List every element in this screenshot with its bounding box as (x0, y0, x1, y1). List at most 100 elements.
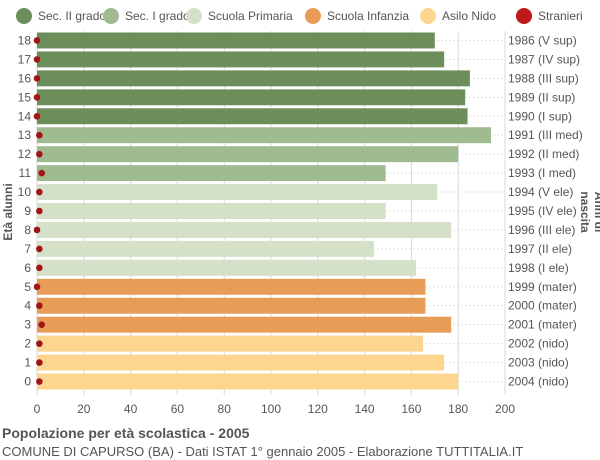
x-tick-label: 200 (495, 402, 515, 416)
bar (37, 70, 470, 87)
bar (37, 221, 452, 238)
stranieri-marker (33, 112, 41, 120)
y-tick-label: 18 (18, 33, 32, 47)
bar (37, 259, 417, 276)
y-tick-label: 14 (18, 109, 32, 123)
bar (37, 203, 386, 219)
y2-tick-label: 2001 (mater) (508, 318, 577, 332)
stranieri-marker (33, 283, 41, 291)
stranieri-marker (36, 359, 43, 366)
stranieri-marker (33, 37, 41, 44)
legend-swatch (16, 8, 32, 24)
legend-label: Scuola Primaria (208, 9, 293, 23)
x-tick-label: 160 (401, 402, 421, 416)
stranieri-marker (36, 264, 43, 272)
y-tick-label: 8 (24, 223, 31, 237)
legend: Sec. II grado Sec. I grado Scuola Primaria… (0, 0, 600, 30)
y2-tick-label: 1987 (IV sup) (508, 52, 580, 66)
y-axis-label: Età alunni (1, 183, 15, 241)
legend-label: Stranieri (538, 9, 583, 23)
stranieri-marker (36, 340, 43, 347)
stranieri-marker (33, 56, 41, 63)
y-tick-label: 2 (24, 337, 31, 351)
legend-label: Asilo Nido (442, 9, 497, 23)
y2-tick-label: 1994 (V ele) (508, 185, 573, 199)
y-tick-label: 0 (24, 375, 31, 389)
y2-tick-label: 1988 (III sup) (508, 71, 579, 85)
bar (37, 51, 445, 68)
y2-tick-label: 1989 (II sup) (508, 90, 575, 104)
y2-tick-label: 2002 (nido) (508, 337, 569, 351)
y2-tick-label: 2000 (mater) (508, 299, 577, 313)
y-tick-label: 16 (18, 71, 32, 85)
y2-tick-label: 1996 (III ele) (508, 223, 575, 237)
y-tick-label: 9 (24, 204, 31, 218)
y2-tick-label: 1992 (II med) (508, 147, 579, 161)
stranieri-marker (33, 226, 41, 234)
legend-label: Scuola Infanzia (327, 9, 410, 23)
x-tick-label: 180 (448, 402, 468, 416)
y-tick-label: 12 (18, 147, 32, 161)
stranieri-marker (36, 188, 43, 196)
y-tick-label: 11 (19, 166, 32, 180)
y2-tick-label: 2004 (nido) (508, 375, 569, 389)
x-tick-label: 20 (77, 402, 91, 416)
bar (37, 316, 452, 333)
y2-tick-label: 1993 (I med) (508, 166, 576, 180)
bar (37, 297, 426, 314)
y-tick-label: 1 (24, 356, 31, 370)
y-tick-label: 5 (24, 280, 31, 294)
legend-swatch (420, 8, 436, 24)
legend-label: Sec. I grado (125, 9, 190, 23)
x-tick-label: 120 (308, 402, 328, 416)
stranieri-marker (36, 131, 43, 139)
stranieri-marker (36, 207, 43, 215)
legend-item: Sec. II grado (16, 7, 106, 25)
stranieri-marker (36, 378, 43, 385)
legend-label: Sec. II grado (38, 9, 107, 23)
bar (37, 127, 491, 144)
y2-tick-label: 1991 (III med) (508, 128, 583, 142)
bar (37, 335, 424, 352)
y2-tick-label: 1997 (II ele) (508, 242, 572, 256)
stranieri-marker (38, 169, 45, 177)
y-tick-label: 10 (18, 185, 32, 199)
stranieri-marker (38, 321, 45, 328)
bar (37, 89, 466, 106)
chart-title: Popolazione per età scolastica - 2005 (2, 425, 250, 441)
y2-tick-label: 2003 (nido) (508, 356, 569, 370)
legend-item: Stranieri (516, 7, 583, 25)
legend-swatch (103, 8, 119, 24)
legend-item: Scuola Infanzia (305, 7, 409, 25)
legend-item: Asilo Nido (420, 7, 496, 25)
y2-tick-label: 1986 (V sup) (508, 33, 577, 47)
bar (37, 373, 459, 390)
bar (37, 240, 374, 257)
x-tick-label: 100 (261, 402, 281, 416)
bar (37, 32, 435, 49)
legend-swatch (186, 8, 202, 24)
y2-tick-label: 1999 (mater) (508, 280, 577, 294)
y-tick-label: 4 (24, 299, 31, 313)
chart-subtitle: COMUNE DI CAPURSO (BA) - Dati ISTAT 1° g… (2, 444, 524, 459)
y-tick-label: 6 (24, 261, 31, 275)
bar (37, 165, 386, 182)
x-tick-label: 0 (34, 402, 41, 416)
legend-swatch (305, 8, 321, 24)
y-tick-label: 7 (24, 242, 31, 256)
bar (37, 278, 426, 295)
y2-axis-label: Anni di nascita (578, 191, 600, 233)
y-tick-label: 3 (24, 318, 31, 332)
y2-tick-label: 1995 (IV ele) (508, 204, 577, 218)
y2-tick-label: 1998 (I ele) (508, 261, 569, 275)
stranieri-marker (36, 150, 43, 158)
stranieri-marker (33, 94, 41, 101)
stranieri-marker (33, 75, 41, 82)
y-tick-label: 17 (18, 52, 32, 66)
x-tick-label: 140 (355, 402, 375, 416)
x-tick-label: 40 (124, 402, 138, 416)
y-tick-label: 15 (18, 90, 32, 104)
stranieri-marker (36, 302, 43, 310)
x-tick-label: 60 (171, 402, 185, 416)
